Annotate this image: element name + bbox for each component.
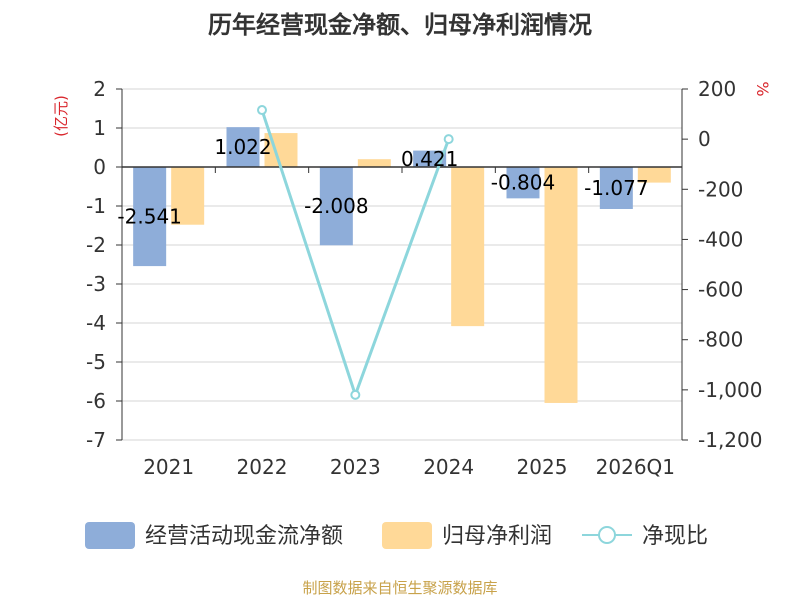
right-axis-tick-label: 200 bbox=[698, 77, 736, 101]
left-axis-tick-label: -1 bbox=[86, 194, 106, 218]
axes: 2 1 0 -1 -2 -3 -4 -5 -6 -7 200 0 -200 -400 -600 -800 -1,… bbox=[86, 77, 762, 479]
legend[interactable]: 经营活动现金流净额 归母净利润 净现比 bbox=[85, 522, 708, 549]
cashflow-data-label: -0.804 bbox=[491, 171, 555, 195]
ratio-point bbox=[350, 389, 361, 400]
net-profit-bar bbox=[451, 167, 485, 327]
left-axis-tick-label: -5 bbox=[86, 350, 106, 374]
legend-swatch bbox=[382, 522, 432, 549]
data-labels: -2.541 1.022 -2.008 0.421 -0.804 -1.077 bbox=[117, 135, 648, 228]
right-axis-unit: % bbox=[753, 81, 772, 96]
cashflow-data-label: 1.022 bbox=[214, 135, 271, 159]
left-axis-tick-label: -4 bbox=[86, 311, 106, 335]
x-axis-tick-label: 2022 bbox=[237, 455, 288, 479]
ratio-point bbox=[257, 105, 267, 116]
net-profit-bar bbox=[171, 167, 205, 225]
left-axis-tick-label: -3 bbox=[86, 272, 106, 296]
legend-label: 经营活动现金流净额 bbox=[145, 524, 343, 549]
left-axis-unit: (亿元) bbox=[52, 95, 70, 137]
chart-title: 历年经营现金净额、归母净利润情况 bbox=[208, 11, 592, 39]
cashflow-data-label: 0.421 bbox=[401, 147, 458, 171]
legend-swatch-marker bbox=[598, 526, 616, 544]
left-axis-tick-label: -7 bbox=[86, 428, 106, 452]
right-axis-tick-label: -200 bbox=[698, 177, 743, 201]
right-axis-tick-label: -600 bbox=[698, 278, 743, 302]
cashflow-data-label: -1.077 bbox=[584, 176, 648, 200]
x-axis-tick-label: 2025 bbox=[517, 455, 568, 479]
x-axis-tick-label: 2024 bbox=[423, 455, 474, 479]
cashflow-bar bbox=[599, 167, 633, 210]
net-profit-bar bbox=[637, 167, 671, 183]
x-axis-tick-label: 2026Q1 bbox=[596, 455, 675, 479]
net-profit-bar bbox=[544, 167, 578, 403]
x-axis-tick-label: 2021 bbox=[143, 455, 194, 479]
right-axis-tick-label: -1,200 bbox=[698, 428, 762, 452]
legend-swatch bbox=[85, 522, 135, 549]
legend-label: 归母净利润 bbox=[442, 524, 552, 549]
left-axis-tick-label: 0 bbox=[93, 155, 106, 179]
left-axis-tick-label: 1 bbox=[93, 116, 106, 140]
cashflow-bar bbox=[133, 167, 167, 267]
legend-item-ratio[interactable]: 净现比 bbox=[582, 524, 708, 549]
bar-series bbox=[133, 127, 671, 403]
legend-item-net-profit[interactable]: 归母净利润 bbox=[382, 522, 552, 549]
right-axis-tick-label: -800 bbox=[698, 328, 743, 352]
cashflow-bar bbox=[413, 150, 447, 167]
cashflow-bar bbox=[506, 167, 540, 199]
legend-label: 净现比 bbox=[642, 524, 708, 549]
ratio-line-series bbox=[257, 105, 454, 400]
right-axis-tick-label: -1,000 bbox=[698, 378, 762, 402]
legend-item-cashflow[interactable]: 经营活动现金流净额 bbox=[85, 522, 343, 549]
right-axis-tick-label: -400 bbox=[698, 227, 743, 251]
x-axis-tick-label: 2023 bbox=[330, 455, 381, 479]
left-axis-tick-label: -6 bbox=[86, 389, 106, 413]
cashflow-bar bbox=[319, 167, 353, 246]
cashflow-data-label: -2.541 bbox=[117, 205, 181, 229]
left-axis-tick-label: 2 bbox=[93, 77, 106, 101]
net-profit-bar bbox=[357, 159, 391, 167]
source-note: 制图数据来自恒生聚源数据库 bbox=[302, 579, 497, 597]
gridlines bbox=[122, 88, 682, 441]
left-axis-tick-label: -2 bbox=[86, 233, 106, 257]
cashflow-bar bbox=[226, 127, 260, 167]
cashflow-data-label: -2.008 bbox=[304, 194, 368, 218]
right-axis-tick-label: 0 bbox=[698, 127, 711, 151]
ratio-point bbox=[443, 134, 454, 145]
